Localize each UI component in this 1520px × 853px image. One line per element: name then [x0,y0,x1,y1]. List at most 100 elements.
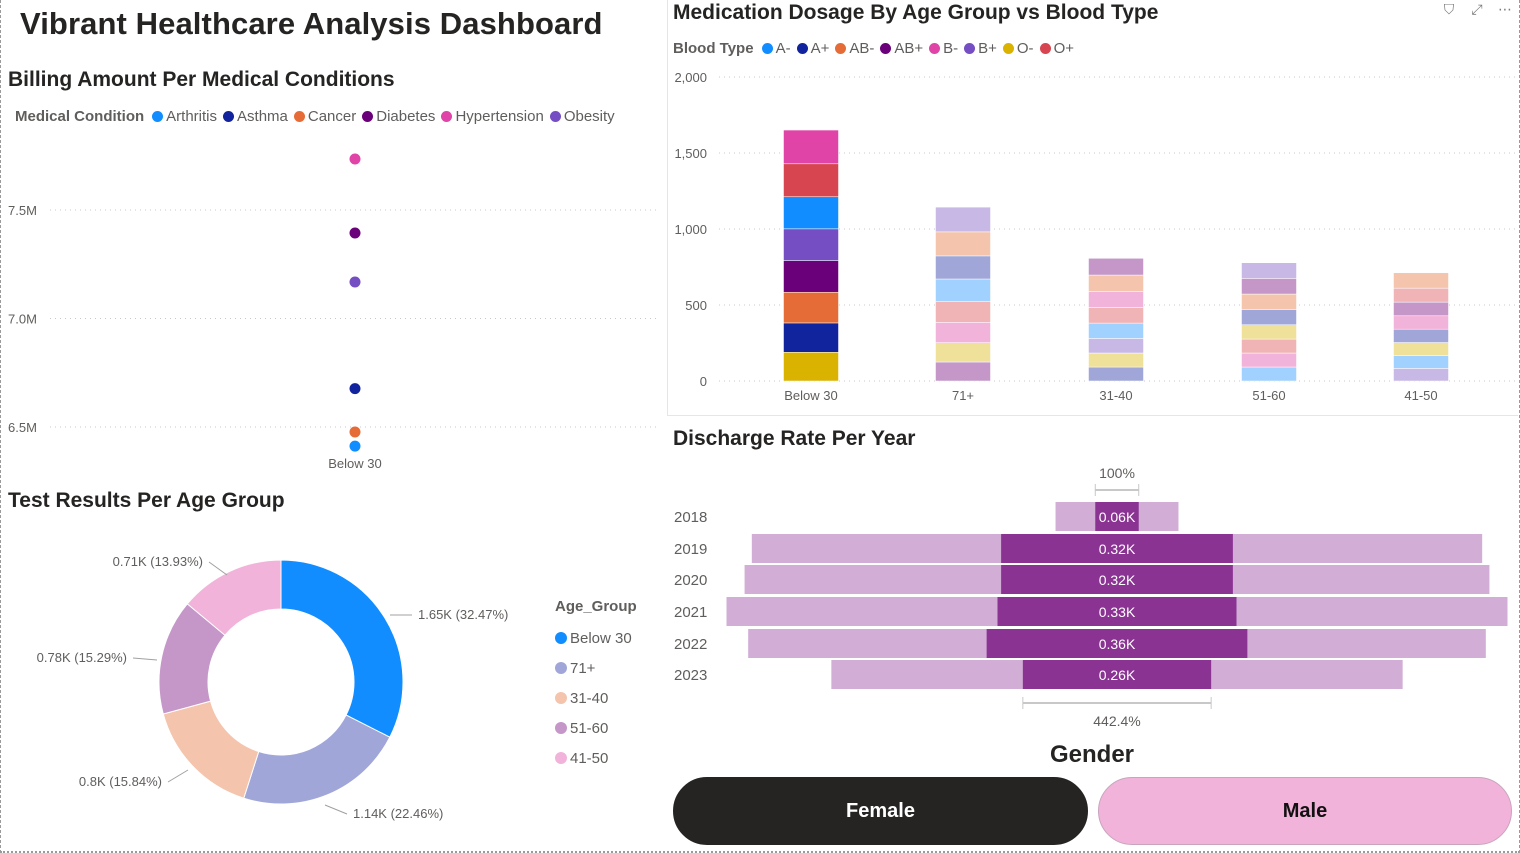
bar-segment-71+-bneg[interactable] [935,322,991,343]
bar-segment-41-50-bneg[interactable] [1393,315,1449,330]
billing-legend-item[interactable]: Diabetes [362,108,435,125]
medication-legend-item[interactable]: A+ [796,40,829,57]
bar-segment-31-40-aneg[interactable] [1088,322,1144,339]
scatter-point-diabetes[interactable] [349,227,361,239]
bar-segment-51-60-bpos[interactable] [1241,262,1297,279]
billing-legend-item[interactable]: Obesity [549,108,615,125]
bar-segment-71+-abpos[interactable] [935,361,991,382]
bar-segment-41-50-aneg[interactable] [1393,355,1449,369]
bar-segment-51-60-abneg[interactable] [1241,293,1297,310]
medication-legend-item[interactable]: A- [761,40,791,57]
donut-slice-41-50[interactable] [186,559,282,636]
bar-segment-41-50-opos[interactable] [1393,287,1449,303]
age-group-legend-item[interactable]: 71+ [555,653,637,683]
bar-segment-below-30-apos[interactable] [783,322,839,353]
bar-segment-71+-bpos[interactable] [935,206,991,233]
funnel-data-label: 0.06K [1099,509,1136,525]
gender-male-button[interactable]: Male [1098,777,1512,845]
bar-segment-51-60-opos[interactable] [1241,338,1297,354]
donut-slice-71+[interactable] [243,714,391,805]
bar-segment-51-60-apos[interactable] [1241,309,1297,326]
bar-segment-51-60-aneg[interactable] [1241,366,1297,382]
bar-segment-41-50-bpos[interactable] [1393,368,1449,382]
legend-dot-icon [796,43,808,54]
gender-female-button[interactable]: Female [673,777,1088,845]
billing-legend-item[interactable]: Asthma [223,108,288,125]
legend-label: Diabetes [376,108,436,125]
legend-label: 31-40 [570,689,609,707]
medication-legend-item[interactable]: O+ [1039,40,1074,57]
bar-segment-31-40-bneg[interactable] [1088,291,1144,308]
bar-segment-41-50-oneg[interactable] [1393,342,1449,356]
focus-mode-icon[interactable]: ⤢ [1471,1,1483,17]
age-group-legend-item[interactable]: Below 30 [555,623,637,653]
scatter-point-arthritis[interactable] [349,440,361,452]
scatter-point-asthma[interactable] [349,383,361,395]
medication-legend-item[interactable]: AB+ [880,40,923,57]
funnel-bar-highlight-2021[interactable] [997,597,1237,626]
bar-segment-41-50-apos[interactable] [1393,328,1449,343]
legend-dot-icon [152,111,164,122]
bar-segment-51-60-abpos[interactable] [1241,278,1297,295]
legend-label: AB+ [894,40,924,57]
bar-segment-31-40-bpos[interactable] [1088,338,1144,354]
bar-segment-41-50-abneg[interactable] [1393,272,1449,289]
age-group-legend-item[interactable]: 41-50 [555,743,637,773]
bar-segment-below-30-bneg[interactable] [783,129,839,165]
bar-segment-31-40-oneg[interactable] [1088,352,1144,368]
donut-slice-below-30[interactable] [280,559,404,738]
bar-segment-31-40-abneg[interactable] [1088,274,1144,292]
bar-segment-31-40-opos[interactable] [1088,307,1144,324]
data-label-leader-line [167,769,189,783]
billing-legend-item[interactable]: Hypertension [441,108,544,125]
filter-icon[interactable]: ⛉ [1443,1,1455,17]
legend-label: B- [943,40,959,57]
medication-legend-item[interactable]: O- [1002,40,1034,57]
age-group-legend: Age_Group Below 30 71+ 31-40 51-60 41-50 [555,598,637,773]
age-group-legend-item[interactable]: 31-40 [555,683,637,713]
legend-label: 41-50 [570,749,609,767]
bar-segment-31-40-abpos[interactable] [1088,258,1144,276]
scatter-point-cancer[interactable] [349,426,361,438]
more-options-icon[interactable]: ⋯ [1498,1,1512,17]
y-tick-label: 6.5M [8,420,37,435]
medication-legend-item[interactable]: B- [929,40,958,57]
bar-segment-31-40-apos[interactable] [1088,366,1144,382]
x-tick-label: 71+ [952,388,974,403]
discharge-funnel-chart: 0.06K 2018 0.32K 2019 0.32K 2020 0.33K 2021 0.36… [674,465,1508,729]
donut-slice-31-40[interactable] [162,700,260,799]
bar-segment-71+-oneg[interactable] [935,342,991,363]
bar-segment-below-30-abpos[interactable] [783,260,839,293]
x-tick-label: Below 30 [784,388,837,403]
bar-segment-41-50-abpos[interactable] [1393,301,1449,317]
y-tick-label: 1,000 [674,222,707,237]
bar-segment-below-30-aneg[interactable] [783,196,839,230]
bar-segment-below-30-opos[interactable] [783,163,839,198]
billing-legend-item[interactable]: Cancer [293,108,357,125]
scatter-point-obesity[interactable] [349,276,361,288]
age-group-legend-item[interactable]: 51-60 [555,713,637,743]
billing-legend-item[interactable]: Arthritis [152,108,217,125]
bar-segment-below-30-abneg[interactable] [783,291,839,324]
funnel-bar-highlight-2022[interactable] [986,629,1248,658]
gender-female-label: Female [846,799,915,822]
funnel-bar-highlight-2019[interactable] [1001,534,1233,563]
funnel-bar-highlight-2018[interactable] [1095,502,1139,531]
funnel-bar-highlight-2023[interactable] [1022,660,1212,689]
bar-segment-71+-opos[interactable] [935,301,991,323]
scatter-point-hypertension[interactable] [349,153,361,165]
legend-dot-icon [929,43,941,54]
bar-segment-71+-apos[interactable] [935,255,991,280]
bar-segment-51-60-oneg[interactable] [1241,324,1297,340]
medication-legend-item[interactable]: AB- [835,40,874,57]
bar-segment-below-30-bpos[interactable] [783,228,839,261]
funnel-category-label: 2021 [674,604,707,621]
bar-segment-below-30-oneg[interactable] [783,352,839,382]
legend-label: Cancer [307,108,357,125]
bar-segment-51-60-bneg[interactable] [1241,352,1297,368]
y-tick-label: 7.5M [8,203,37,218]
funnel-bar-highlight-2020[interactable] [1001,565,1233,594]
bar-segment-71+-aneg[interactable] [935,278,991,302]
medication-legend-item[interactable]: B+ [964,40,997,57]
bar-segment-71+-abneg[interactable] [935,231,991,257]
